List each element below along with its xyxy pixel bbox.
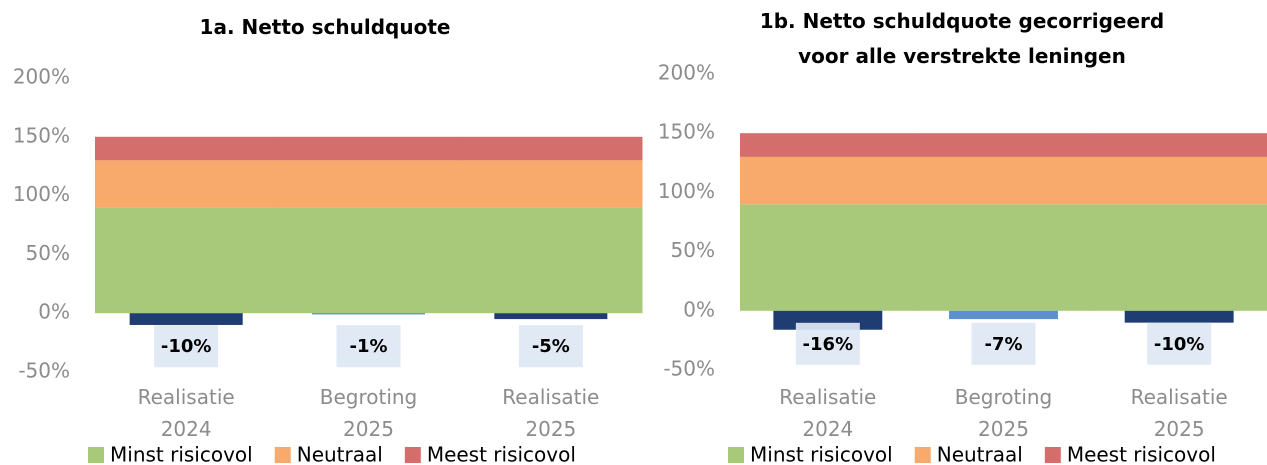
risk-band — [1091, 204, 1267, 311]
x-tick-label: Begroting 2025 — [955, 385, 1053, 441]
risk-band — [1091, 156, 1267, 205]
risk-band — [277, 160, 461, 208]
legend-swatch — [404, 447, 421, 463]
risk-band — [915, 204, 1092, 311]
x-tick-label: Realisatie 2025 — [1131, 385, 1228, 441]
legend-swatch — [914, 447, 931, 463]
value-label-box — [154, 325, 219, 368]
y-tick-label: -50% — [18, 359, 70, 383]
y-tick-label: 200% — [13, 65, 70, 89]
risk-band — [277, 136, 461, 161]
bar — [494, 313, 608, 320]
legend-label: Minst risicovol — [750, 443, 893, 465]
bar — [949, 310, 1058, 320]
value-label: -10% — [1154, 334, 1205, 355]
x-tick-label: Realisatie 2024 — [779, 385, 876, 441]
risk-band — [95, 160, 278, 208]
value-label: -5% — [532, 336, 570, 357]
value-label: -7% — [984, 334, 1022, 355]
y-tick-label: -50% — [663, 357, 715, 381]
legend-swatch — [88, 447, 104, 463]
y-tick-label: 0% — [38, 300, 70, 324]
risk-band — [277, 207, 461, 314]
x-tick-label: Begroting 2025 — [320, 385, 418, 441]
x-tick-label: Realisatie 2025 — [502, 385, 599, 441]
y-tick-label: 50% — [671, 238, 715, 262]
bar — [1124, 310, 1234, 323]
value-label-box — [971, 322, 1036, 365]
risk-band — [95, 207, 278, 314]
legend-swatch — [728, 447, 744, 463]
bar — [311, 313, 426, 315]
bar — [129, 313, 243, 325]
risk-band — [95, 136, 278, 161]
value-label-box — [518, 325, 583, 368]
risk-band — [459, 160, 643, 208]
legend-label: Meest risicovol — [1067, 443, 1216, 465]
value-label-box — [1147, 322, 1212, 365]
legend-swatch — [1044, 447, 1061, 463]
value-label-box — [795, 322, 860, 365]
value-label: -1% — [349, 336, 387, 357]
y-tick-label: 200% — [658, 61, 715, 85]
value-label-box — [336, 325, 401, 368]
legend-label: Neutraal — [937, 443, 1023, 465]
value-label: -16% — [803, 334, 854, 355]
chart-title: 1b. Netto schuldquote gecorrigeerd voor a… — [760, 9, 1164, 68]
y-tick-label: 150% — [658, 120, 715, 144]
legend-label: Meest risicovol — [427, 443, 576, 465]
y-tick-label: 50% — [26, 241, 70, 265]
risk-band — [915, 156, 1092, 205]
risk-band — [459, 136, 643, 161]
legend-label: Neutraal — [297, 443, 383, 465]
chart-title: 1a. Netto schuldquote — [200, 15, 451, 39]
y-tick-label: 0% — [683, 297, 715, 321]
value-label: -10% — [161, 336, 212, 357]
risk-band — [1091, 133, 1267, 157]
risk-band — [740, 156, 917, 205]
x-tick-label: Realisatie 2024 — [138, 385, 235, 441]
risk-band — [915, 133, 1092, 157]
legend-label: Minst risicovol — [110, 443, 253, 465]
risk-band — [740, 204, 917, 311]
risk-band — [740, 133, 917, 157]
legend-swatch — [274, 447, 291, 463]
y-tick-label: 150% — [13, 123, 70, 147]
y-tick-label: 100% — [658, 179, 715, 203]
y-tick-label: 100% — [13, 182, 70, 206]
risk-band — [459, 207, 643, 314]
